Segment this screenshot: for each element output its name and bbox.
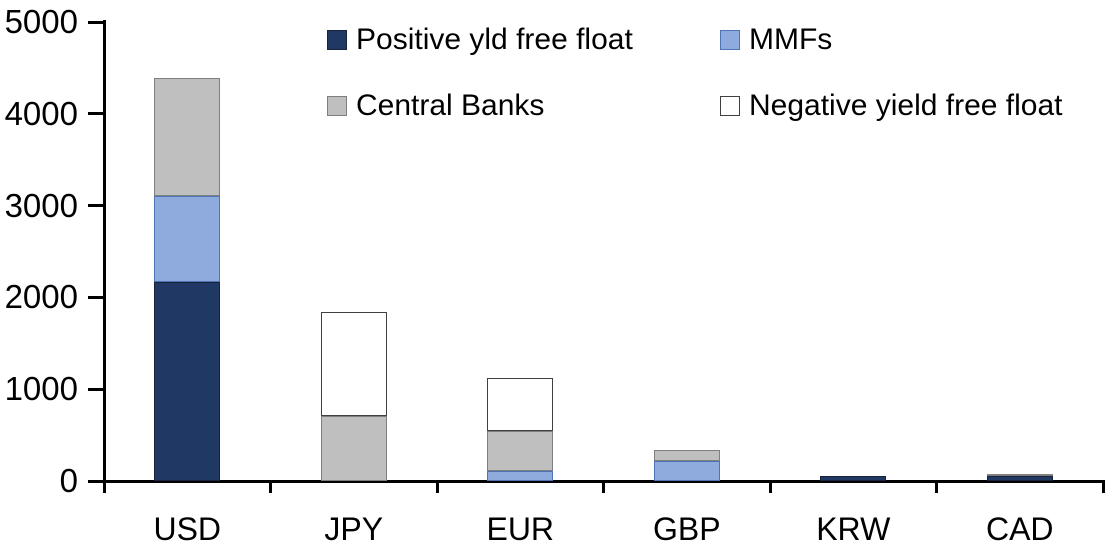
y-axis-tick (88, 387, 104, 391)
x-axis-tick (768, 481, 772, 493)
x-axis-category-label: CAD (985, 511, 1054, 547)
x-axis-category-label: GBP (652, 511, 721, 547)
bar-segment-USD (154, 77, 221, 196)
y-axis-tick-label: 4000 (4, 94, 78, 132)
x-axis-tick (602, 481, 605, 493)
y-axis-tick-label: 0 (59, 462, 78, 499)
x-axis-category-label: EUR (486, 511, 555, 547)
x-axis-category-label: USD (153, 511, 222, 547)
bar-segment-KRW (820, 476, 887, 481)
bar-segment-EUR (487, 378, 554, 431)
bar-segment-JPY (320, 416, 387, 481)
x-axis-tick (102, 481, 106, 493)
y-axis-tick-label: 3000 (4, 186, 78, 224)
bar-segment-EUR (487, 430, 554, 471)
legend-item: MMFs (720, 22, 832, 58)
x-axis-tick (435, 481, 439, 493)
bar-segment-GBP (653, 461, 720, 481)
legend-label: Positive yld free float (356, 23, 633, 56)
legend-item: Central Banks (327, 88, 544, 124)
bar-segment-CAD (986, 476, 1053, 481)
x-axis-tick (269, 481, 272, 493)
bar-segment-USD (154, 281, 221, 481)
x-axis-tick (1101, 481, 1105, 493)
x-axis-tick (935, 481, 938, 493)
y-axis-tick (88, 479, 104, 483)
legend-swatch-icon (720, 30, 740, 50)
x-axis-category-label: KRW (816, 511, 891, 547)
legend-item: Positive yld free float (327, 22, 633, 58)
y-axis-tick (88, 20, 104, 24)
y-axis-tick-label: 1000 (4, 370, 78, 408)
y-axis-tick (88, 112, 104, 116)
y-axis-tick-label: 2000 (4, 278, 78, 316)
bar-segment-GBP (653, 450, 720, 462)
legend-item: Negative yield free float (720, 88, 1063, 124)
y-axis-tick (88, 204, 104, 208)
x-axis-category-label: JPY (324, 511, 384, 547)
legend-label: Negative yield free float (749, 89, 1063, 122)
y-axis-tick (88, 295, 104, 299)
bar-segment-CAD (986, 473, 1053, 477)
bar-segment-JPY (320, 311, 387, 417)
y-axis-tick-label: 5000 (4, 3, 78, 40)
y-axis-line (102, 20, 106, 483)
legend-label: MMFs (749, 23, 833, 56)
legend-swatch-icon (327, 96, 347, 116)
legend-swatch-icon (720, 96, 740, 116)
bar-segment-USD (154, 195, 221, 282)
bar-segment-EUR (487, 470, 554, 481)
legend-label: Central Banks (356, 89, 545, 122)
legend-swatch-icon (327, 30, 347, 50)
